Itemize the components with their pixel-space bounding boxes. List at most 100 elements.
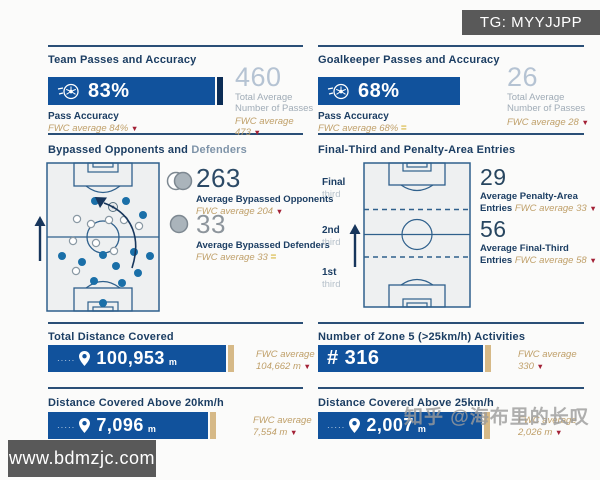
trail-dots: ·····: [327, 423, 346, 432]
trend-down-icon: ▼: [303, 362, 311, 371]
team-pass-accuracy-average: FWC average 84% ▼: [48, 123, 138, 134]
team-pass-accuracy-value: 83%: [88, 79, 130, 102]
location-pin-icon: [79, 351, 91, 366]
watermark-zhihu: 知乎 @海布里的长叹: [404, 407, 590, 428]
gk-pass-accuracy-bar: 68%: [318, 77, 460, 105]
panel-title-zone5: Number of Zone 5 (>25km/h) Activities: [318, 331, 526, 343]
bypassed-defenders-icon: [168, 213, 190, 240]
penalty-area-entries-average: Entries FWC average 33 ▼: [480, 203, 597, 214]
bar-end-cap: [484, 412, 490, 439]
trail-dots: ·····: [57, 423, 76, 432]
bypassed-defenders-label: Average Bypassed Defenders: [196, 240, 330, 251]
gk-pass-accuracy-value: 68%: [358, 79, 400, 102]
average-text: FWC average 68%: [318, 123, 399, 134]
panel-title-bypassed: Bypassed Opponents and Defenders: [48, 144, 247, 156]
average-text: FWC average 58: [514, 255, 587, 266]
bypassed-pitch-diagram: [46, 162, 160, 317]
bypassed-defenders-value: 33: [196, 209, 226, 239]
distance20-unit: m: [147, 424, 156, 434]
final-third-entries-label: Average Final-Third: [480, 243, 569, 254]
divider: [318, 387, 584, 389]
football-icon: [57, 82, 80, 101]
trend-down-icon: ▼: [589, 256, 597, 265]
trail-dots: ·····: [57, 356, 76, 365]
trend-down-icon: ▼: [253, 128, 261, 137]
gk-total-passes-average: FWC average 28 ▼: [507, 117, 589, 128]
gk-total-passes-label-2: Number of Passes: [507, 103, 586, 114]
total-distance-unit: m: [168, 357, 177, 367]
team-pass-accuracy-bar: 83%: [48, 77, 223, 105]
attack-direction-arrow-icon: [34, 216, 46, 267]
team-total-passes-label-2: Number of Passes: [235, 103, 314, 114]
zone5-average-label: FWC average: [518, 349, 577, 360]
distance20-bar: ····· 7,096 m: [48, 412, 216, 439]
gk-total-passes-label-1: Total Average: [507, 92, 565, 103]
trend-down-icon: ▼: [554, 428, 563, 437]
zone-label-2nd: 2nd: [322, 225, 340, 236]
distance20-value: 7,096: [96, 415, 144, 435]
title-muted: Defenders: [191, 144, 247, 156]
panel-title-distance20: Distance Covered Above 20km/h: [48, 397, 224, 409]
average-text: FWC average 84%: [48, 123, 129, 134]
watermark-telegram: TG: MYYJJPP: [462, 10, 600, 35]
panel-title-distance25: Distance Covered Above 25km/h: [318, 397, 494, 409]
watermark-website: www.bdmzjc.com: [8, 440, 156, 477]
bar-end-cap: [217, 77, 223, 105]
zone5-bar: # 316: [318, 345, 491, 372]
distance25-unit: m: [417, 424, 426, 434]
bypassed-opponents-icon: [166, 170, 196, 197]
bar-end-cap: [228, 345, 234, 372]
divider: [48, 387, 303, 389]
panel-title-gk-passes: Goalkeeper Passes and Accuracy: [318, 54, 500, 66]
trend-down-icon: ▼: [289, 428, 298, 437]
divider: [48, 45, 303, 47]
bypassed-defenders-average: FWC average 33 =: [196, 252, 276, 263]
team-total-passes-label-1: Total Average: [235, 92, 293, 103]
divider: [48, 322, 303, 324]
trend-equal-icon: =: [270, 252, 277, 263]
penalty-area-entries-value: 29: [480, 164, 507, 190]
divider: [318, 133, 584, 135]
bar-end-cap: [210, 412, 216, 439]
location-pin-icon: [79, 418, 91, 433]
trend-down-icon: ▼: [130, 124, 139, 133]
gk-total-passes-value: 26: [507, 62, 539, 92]
total-distance-average-label: FWC average: [256, 349, 315, 360]
team-pass-accuracy-label: Pass Accuracy: [48, 111, 119, 122]
average-text: FWC average 33: [514, 203, 587, 214]
location-pin-icon: [349, 418, 361, 433]
football-icon: [327, 82, 350, 101]
entries-pitch-diagram: [363, 162, 471, 313]
team-total-passes-average-label: FWC average: [235, 116, 294, 127]
trend-down-icon: ▼: [275, 207, 284, 216]
average-text: 7,554 m: [253, 427, 288, 438]
bar-fill: 83%: [48, 77, 215, 105]
bypassed-opponents-average: FWC average 204 ▼: [196, 206, 283, 217]
entries-word: Entries: [480, 203, 513, 214]
divider: [318, 322, 584, 324]
penalty-area-entries-label: Average Penalty-Area: [480, 191, 578, 202]
zone-label-final-third: third: [322, 189, 341, 200]
attack-direction-arrow-icon: [349, 224, 361, 273]
bar-fill: ····· 100,953 m: [48, 345, 226, 372]
trend-down-icon: ▼: [581, 118, 589, 127]
average-text: FWC average 204: [196, 206, 274, 217]
distance25-value: 2,007: [366, 415, 414, 435]
zone5-value: # 316: [327, 347, 380, 369]
zone-label-2nd-third: third: [322, 237, 341, 248]
zone-label-1st: 1st: [322, 267, 337, 278]
distance25-average-value: 2,026 m ▼: [518, 427, 562, 438]
average-text: 330: [518, 361, 534, 372]
distance20-average-value: 7,554 m ▼: [253, 427, 297, 438]
divider: [318, 45, 584, 47]
total-distance-average-value: 104,662 m ▼: [256, 361, 311, 372]
average-text: 473: [235, 127, 251, 138]
panel-title-team-passes: Team Passes and Accuracy: [48, 54, 197, 66]
average-text: 2,026 m: [518, 427, 553, 438]
gk-pass-accuracy-label: Pass Accuracy: [318, 111, 389, 122]
title-main: Bypassed Opponents and: [48, 144, 192, 156]
trend-down-icon: ▼: [536, 362, 544, 371]
distance20-average-label: FWC average: [253, 415, 312, 426]
panel-title-entries: Final-Third and Penalty-Area Entries: [318, 144, 516, 156]
average-text: 104,662 m: [256, 361, 301, 372]
